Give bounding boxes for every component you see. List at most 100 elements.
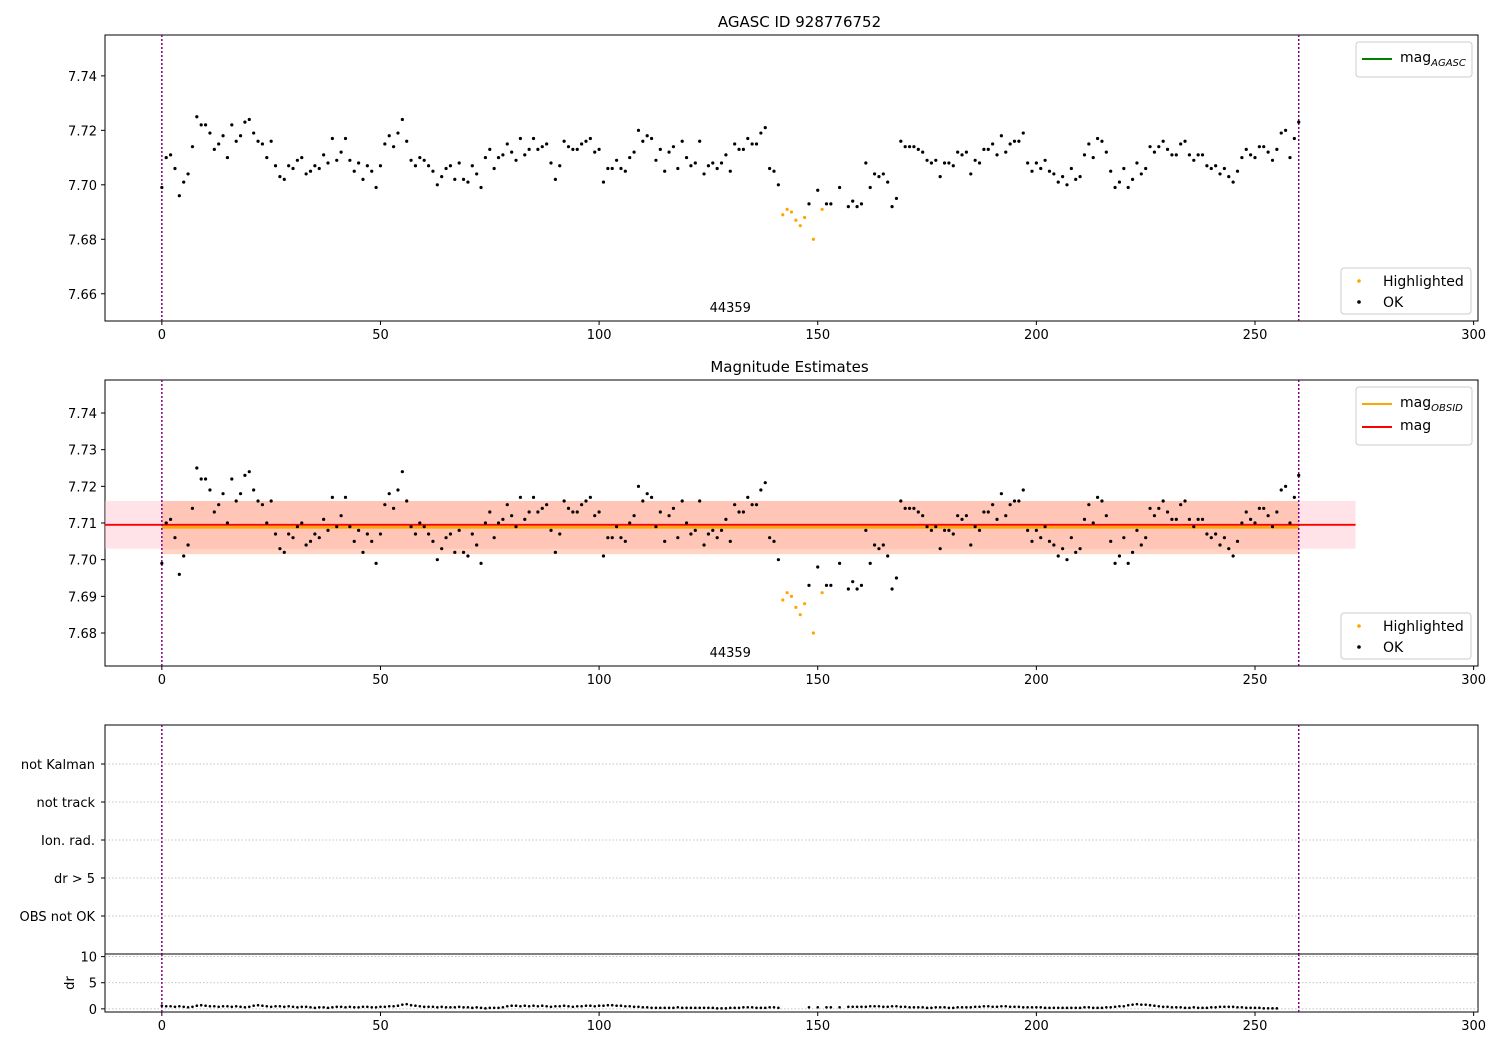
dr-point [742,1005,745,1009]
dr-point [313,1006,317,1010]
data-point-ok [409,158,413,162]
data-point-ok [575,510,579,514]
dr-point [702,1006,706,1010]
data-point-ok [164,155,168,160]
x-tick-label: 150 [805,328,830,343]
dr-point [1026,1005,1029,1009]
data-point-ok [942,528,947,532]
data-point-ok [496,155,501,160]
data-point-ok [973,158,977,162]
data-point-ok [1279,488,1283,492]
data-point-ok [1122,536,1126,540]
data-point-ok [1183,499,1187,503]
data-point-ok [829,202,833,206]
dr-point [986,1004,990,1008]
data-point-ok [435,183,439,187]
dr-point [1188,1006,1191,1010]
dr-point [733,1006,736,1010]
axes-frame-1 [104,34,1479,322]
data-point-highlighted [803,602,807,606]
data-point-ok [1196,517,1200,521]
data-point-ok [514,525,518,529]
data-point-ok [501,153,505,157]
dr-point [1083,1005,1086,1009]
data-point-ok [575,147,579,151]
data-point-ok [1174,517,1178,521]
data-point-ok [846,205,850,209]
data-point-ok [824,202,829,206]
dr-point [571,1005,575,1009]
dr-point [1240,1005,1244,1009]
y-tick-label: 7.69 [68,590,97,605]
data-point-ok [177,572,181,576]
data-point-ok [886,554,890,558]
dr-point [1161,1005,1165,1009]
dr-point [672,1006,675,1010]
dr-point [685,1006,688,1010]
dr-point [838,1005,841,1009]
data-point-ok [182,554,186,558]
data-point-ok [540,145,544,149]
data-point-ok [929,528,934,532]
data-point-ok [186,172,190,176]
data-point-ok [654,525,658,529]
dr-point [917,1005,920,1009]
dr-point [540,1004,544,1008]
dr-point [825,1005,828,1009]
dr-point [973,1005,977,1009]
data-point-ok [212,510,216,514]
data-point-ok [1196,153,1200,157]
dr-point [877,1004,881,1008]
x-tick-label: 100 [587,673,612,688]
dr-point [247,1005,251,1009]
dr-point [409,1003,413,1007]
data-point-ok [1130,550,1135,554]
data-point-ok [300,521,304,525]
data-point-ok [610,536,614,540]
flag-row-label: Ion. rad. [41,834,95,849]
data-point-ok [719,528,724,532]
dr-point [505,1004,509,1008]
data-point-ok [370,169,374,173]
data-point-ok [706,164,711,168]
data-point-ok [746,136,750,141]
data-point-ok [326,161,330,165]
data-point-ok [553,177,557,181]
dr-point [466,1005,470,1009]
data-point-ok [1144,166,1148,171]
data-point-ok [667,514,671,518]
data-point-ok [199,123,203,127]
data-point-ok [295,158,299,162]
data-point-ok [1174,153,1178,157]
dr-point [339,1005,343,1009]
data-point-ok [588,136,592,141]
data-point-ok [199,477,203,481]
data-point-ok [1074,550,1078,554]
dr-point [715,1007,719,1010]
data-point-ok [1165,510,1170,514]
data-point-ok [750,503,754,507]
data-point-ok [461,177,466,181]
x-tick-label: 250 [1243,1019,1268,1034]
dr-point [615,1004,618,1008]
dr-point [1192,1005,1196,1009]
data-point-ok [1004,150,1008,154]
data-point-ok [247,117,251,122]
data-point-ok [960,153,964,157]
data-point-ok [934,525,938,529]
y-tick-label: 0 [89,1003,97,1018]
data-point-ok [278,547,282,551]
dr-point [728,1006,732,1010]
data-point-ok [1122,166,1126,171]
data-point-ok [400,117,404,122]
data-point-ok [929,161,934,165]
obsid-annotation: 44359 [710,301,751,316]
data-point-ok [413,532,418,536]
data-point-ok [330,136,334,141]
dr-point [632,1005,636,1009]
data-point-ok [313,164,317,168]
data-point-highlighted [789,210,794,214]
dr-point [930,1006,933,1010]
dr-point [1109,1005,1113,1009]
data-point-ok [1078,547,1082,551]
